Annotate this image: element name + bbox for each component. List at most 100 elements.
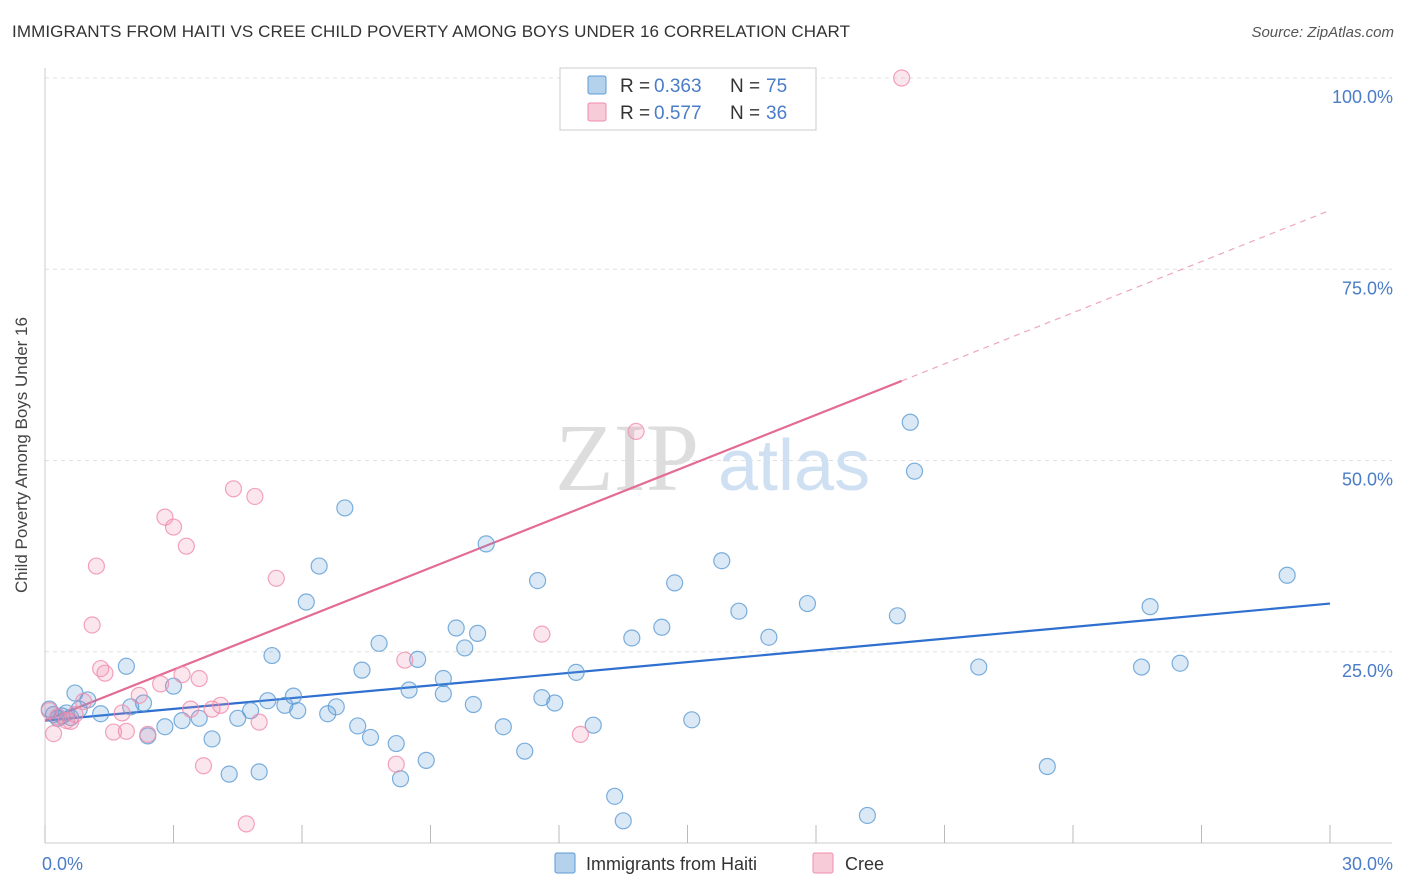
data-point-haiti: [276, 696, 294, 714]
data-point-cree: [190, 669, 208, 688]
data-point-haiti: [858, 806, 877, 825]
data-point-haiti: [888, 607, 906, 625]
data-point-haiti: [327, 698, 345, 716]
data-point-haiti: [190, 709, 208, 727]
series-legend: Immigrants from Haiti Cree: [554, 852, 884, 874]
data-point-cree: [237, 815, 255, 833]
data-point-haiti: [606, 787, 624, 805]
data-point-haiti: [1141, 598, 1159, 616]
data-point-haiti: [417, 751, 435, 769]
data-point-haiti: [666, 574, 684, 592]
data-point-cree: [104, 723, 123, 741]
data-point-haiti: [905, 462, 924, 480]
data-point-haiti: [683, 711, 701, 729]
legend-swatch-cree: [812, 852, 834, 874]
data-point-haiti: [361, 728, 380, 747]
y-tick-label: 75.0%: [1342, 278, 1393, 298]
chart-title: IMMIGRANTS FROM HAITI VS CREE CHILD POVE…: [12, 22, 851, 41]
data-point-haiti: [370, 634, 388, 652]
data-point-cree: [627, 422, 645, 441]
data-points: [40, 69, 1296, 833]
data-point-cree: [571, 725, 590, 743]
stats-r-label-haiti: R =: [620, 76, 650, 97]
data-point-cree: [152, 675, 170, 693]
data-point-cree: [212, 696, 230, 714]
data-point-cree: [387, 755, 405, 773]
legend-label-haiti: Immigrants from Haiti: [586, 854, 757, 874]
data-point-haiti: [289, 702, 307, 720]
data-point-haiti: [391, 770, 410, 788]
y-tick-label: 25.0%: [1342, 661, 1393, 681]
data-point-cree: [130, 686, 148, 704]
data-point-cree: [396, 651, 414, 669]
data-point-haiti: [760, 628, 778, 646]
data-point-haiti: [434, 685, 452, 703]
data-point-cree: [113, 704, 131, 722]
data-point-haiti: [798, 594, 817, 613]
legend-label-cree: Cree: [845, 854, 884, 874]
data-point-haiti: [220, 765, 238, 783]
watermark-zip: ZIP: [555, 404, 699, 511]
data-point-haiti: [336, 499, 354, 517]
data-point-haiti: [494, 718, 512, 736]
data-point-haiti: [250, 763, 268, 781]
stats-n-value-haiti: 75: [766, 76, 787, 97]
stats-r-value-cree: 0.577: [654, 103, 702, 124]
data-point-haiti: [229, 709, 247, 727]
data-point-cree: [203, 700, 221, 718]
stats-legend-box: [559, 67, 817, 131]
data-point-cree: [66, 705, 84, 724]
legend-swatch-haiti: [554, 852, 576, 874]
data-point-haiti: [533, 689, 551, 707]
data-point-cree: [44, 725, 63, 743]
data-point-cree: [533, 625, 551, 643]
data-point-haiti: [164, 677, 183, 695]
data-point-cree: [267, 569, 285, 587]
data-point-haiti: [349, 717, 367, 735]
data-point-haiti: [259, 692, 277, 710]
data-point-haiti: [117, 657, 135, 675]
stats-n-label-cree: N =: [730, 103, 760, 124]
stats-r-value-haiti: 0.363: [654, 76, 702, 97]
data-point-cree: [177, 537, 195, 555]
data-point-haiti: [614, 812, 632, 830]
watermark-atlas: atlas: [718, 426, 870, 506]
data-point-cree: [173, 666, 191, 684]
stats-r-label-cree: R =: [620, 103, 650, 124]
data-point-haiti: [528, 572, 547, 590]
data-point-haiti: [469, 624, 487, 642]
data-point-haiti: [653, 618, 671, 636]
data-point-haiti: [400, 681, 418, 699]
data-point-haiti: [1278, 566, 1296, 584]
data-point-haiti: [584, 716, 602, 734]
data-point-haiti: [1038, 757, 1056, 776]
data-point-haiti: [263, 646, 281, 665]
data-point-haiti: [546, 694, 564, 712]
data-point-haiti: [156, 718, 174, 736]
data-point-cree: [87, 557, 106, 575]
data-point-cree: [74, 692, 93, 711]
data-point-cree: [164, 518, 183, 536]
data-point-cree: [139, 725, 157, 743]
data-point-haiti: [203, 730, 221, 748]
trend-line-cree-extension: [901, 209, 1331, 382]
data-point-haiti: [730, 602, 748, 620]
data-point-haiti: [516, 742, 534, 760]
data-point-haiti: [447, 619, 465, 637]
stats-swatch-haiti: [587, 75, 607, 95]
data-point-cree: [182, 700, 200, 718]
data-point-haiti: [92, 705, 110, 723]
y-tick-label: 100.0%: [1332, 87, 1393, 107]
data-point-haiti: [319, 705, 337, 723]
stats-legend: R = 0.363 N = 75 R = 0.577 N = 36: [559, 67, 817, 131]
data-point-cree: [194, 757, 213, 775]
data-point-haiti: [713, 552, 731, 570]
data-point-haiti: [477, 535, 495, 553]
x-tick-label: 30.0%: [1342, 854, 1393, 874]
stats-n-value-cree: 36: [766, 103, 787, 124]
data-point-haiti: [464, 695, 482, 714]
data-point-cree: [83, 616, 101, 634]
data-point-haiti: [434, 669, 452, 688]
data-point-cree: [96, 664, 114, 682]
data-point-haiti: [623, 629, 641, 647]
